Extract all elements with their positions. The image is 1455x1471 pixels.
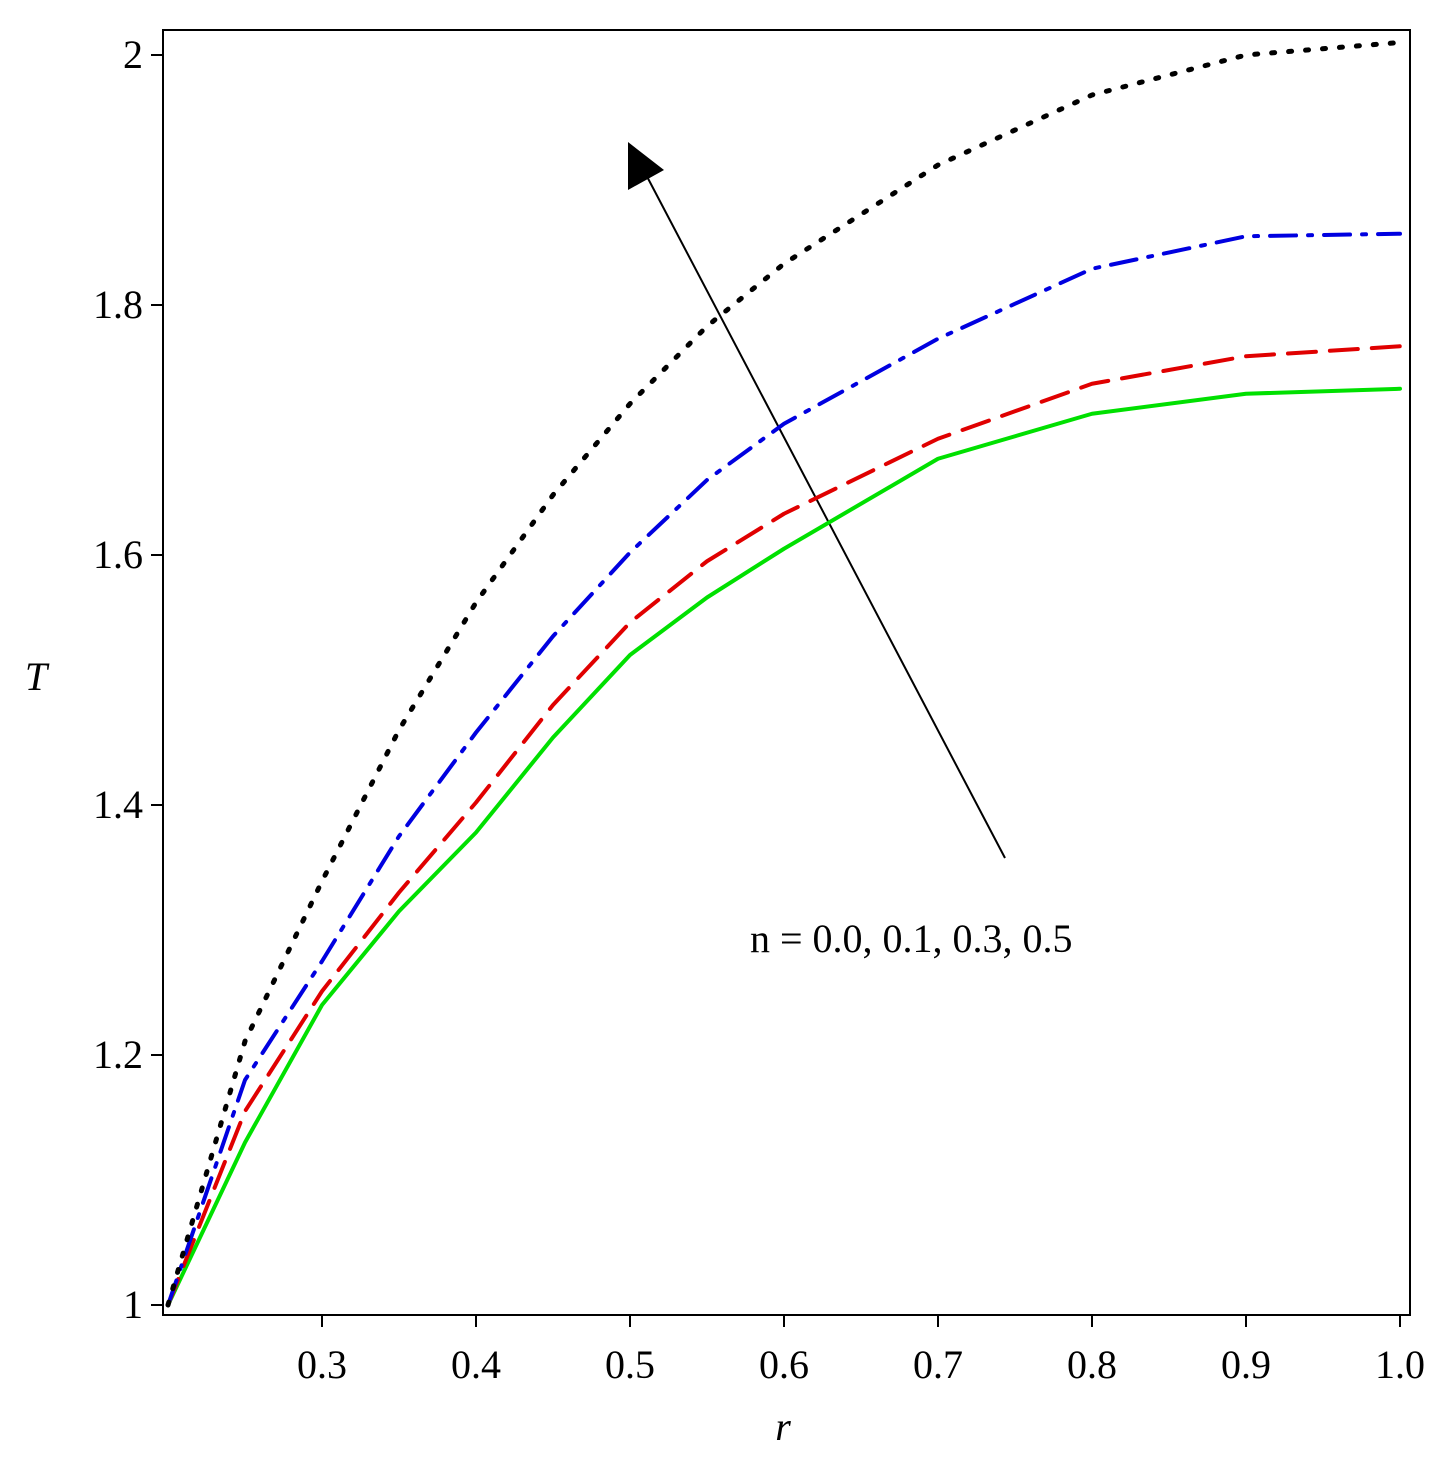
x-tick-label: 0.6 <box>759 1342 809 1387</box>
series-line <box>166 344 1402 1307</box>
y-tick-label: 1.4 <box>93 782 143 827</box>
arrow-head <box>628 142 664 190</box>
x-tick-label: 0.4 <box>451 1342 501 1387</box>
y-tick-label: 1.2 <box>93 1032 143 1077</box>
y-tick-label: 1.8 <box>93 282 143 327</box>
x-tick-label: 0.5 <box>605 1342 655 1387</box>
arrow <box>631 147 1006 859</box>
x-tick-label: 1.0 <box>1375 1342 1425 1387</box>
series-line <box>166 231 1402 1307</box>
plot-frame <box>162 29 1411 1316</box>
annotation: n = 0.0, 0.1, 0.3, 0.5 <box>750 916 1073 961</box>
x-tick-label: 0.3 <box>297 1342 347 1387</box>
x-tick-label: 0.9 <box>1221 1342 1271 1387</box>
x-tick-label: 0.8 <box>1067 1342 1117 1387</box>
y-tick-label: 1 <box>123 1282 143 1327</box>
series-line <box>166 386 1402 1307</box>
y-tick-label: 2 <box>123 32 143 77</box>
series-line <box>165 40 1403 1308</box>
x-axis-label: r <box>775 1404 791 1449</box>
y-tick-label: 1.6 <box>93 532 143 577</box>
y-axis-label: T <box>25 654 50 699</box>
x-tick-label: 0.7 <box>913 1342 963 1387</box>
